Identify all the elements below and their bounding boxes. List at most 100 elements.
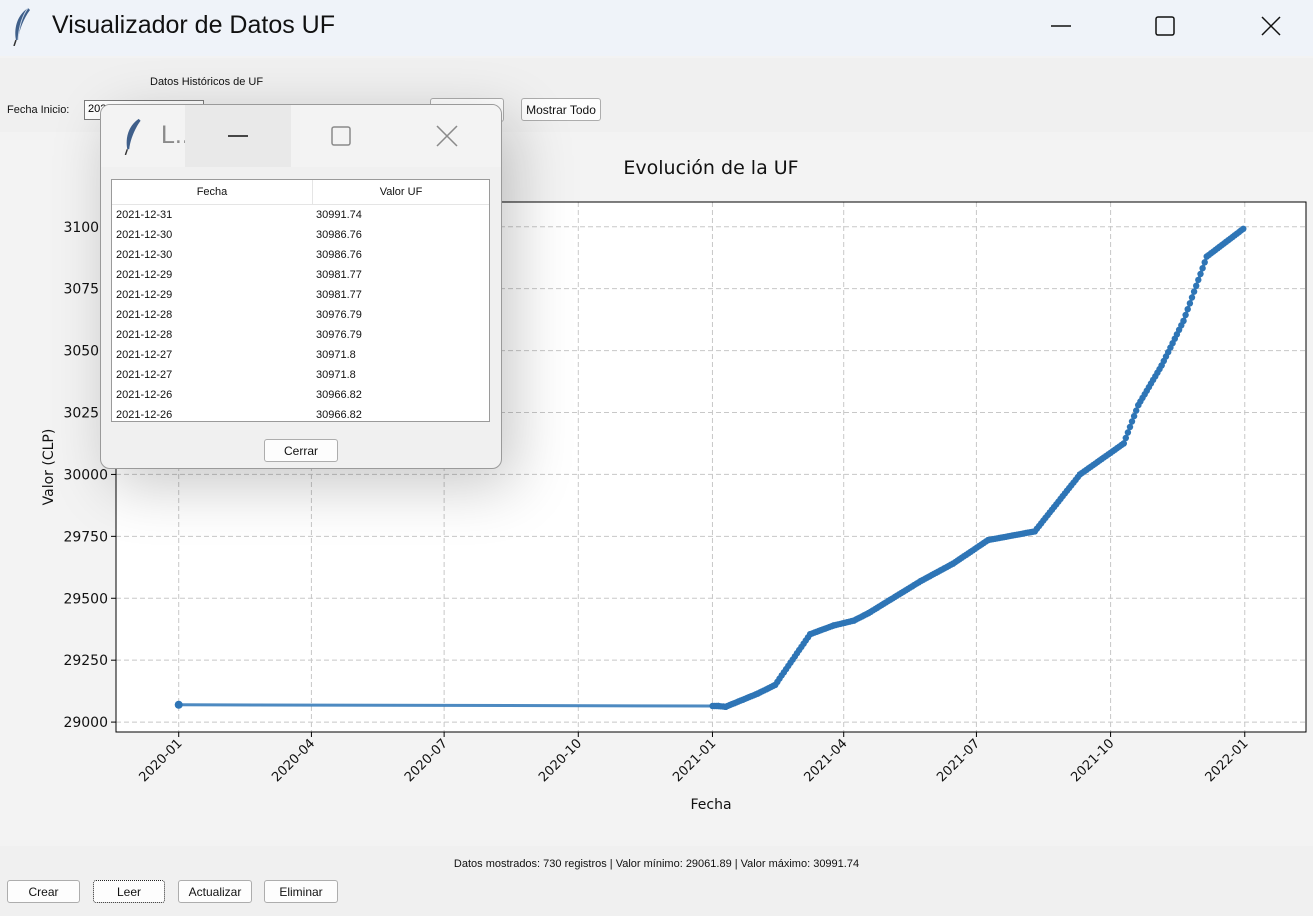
x-tick-label: 2021-04 — [802, 736, 851, 785]
data-point — [1126, 423, 1134, 431]
table-row[interactable]: 2021-12-29 30981.77 — [112, 285, 489, 305]
cell-fecha: 2021-12-26 — [116, 409, 173, 421]
data-point — [1124, 429, 1132, 436]
y-tick-label: 29500 — [63, 591, 108, 607]
cell-valor: 30971.8 — [316, 349, 356, 361]
table-row[interactable]: 2021-12-30 30986.76 — [112, 225, 489, 245]
cell-valor: 30966.82 — [316, 389, 362, 401]
data-point — [1133, 407, 1140, 414]
cell-fecha: 2021-12-29 — [116, 289, 173, 301]
maximize-icon — [331, 126, 351, 146]
y-axis-label: Valor (CLP) — [41, 429, 57, 506]
data-summary: Datos mostrados: 730 registros | Valor m… — [453, 858, 860, 870]
data-point — [1197, 270, 1204, 278]
minimize-icon — [1051, 25, 1071, 27]
cell-valor: 30976.79 — [316, 329, 362, 341]
table-row[interactable]: 2021-12-27 30971.8 — [112, 345, 489, 365]
popup-maximize-button[interactable] — [291, 105, 391, 167]
chart-title: Evolución de la UF — [623, 157, 798, 179]
section-label: Datos Históricos de UF — [150, 76, 264, 88]
x-axis-label: Fecha — [690, 797, 731, 813]
cell-valor: 30981.77 — [316, 269, 362, 281]
start-date-label: Fecha Inicio: — [7, 104, 70, 116]
data-point — [1199, 265, 1206, 272]
feather-icon — [124, 118, 141, 155]
cell-valor: 30991.74 — [316, 209, 362, 221]
close-icon — [436, 125, 458, 147]
y-tick-label: 30750 — [63, 282, 108, 298]
cell-fecha: 2021-12-27 — [116, 369, 173, 381]
minimize-icon — [228, 135, 248, 137]
close-popup-button[interactable]: Cerrar — [264, 439, 338, 462]
data-point — [1128, 418, 1136, 425]
cell-valor: 30981.77 — [316, 289, 362, 301]
data-point — [1201, 259, 1208, 266]
y-tick-label: 29750 — [63, 529, 108, 545]
x-tick-label: 2021-01 — [670, 736, 719, 785]
data-point — [1193, 282, 1200, 289]
feather-icon — [13, 7, 30, 46]
cell-fecha: 2021-12-26 — [116, 389, 173, 401]
popup-minimize-button[interactable] — [185, 105, 291, 167]
y-tick-label: 30000 — [63, 467, 108, 483]
data-point — [1120, 440, 1127, 447]
table-row[interactable]: 2021-12-26 30966.82 — [112, 385, 489, 405]
y-tick-label: 30250 — [63, 406, 108, 422]
table-row[interactable]: 2021-12-28 30976.79 — [112, 325, 489, 345]
y-tick-label: 29250 — [63, 653, 108, 669]
read-button[interactable]: Leer — [93, 880, 165, 903]
data-point — [1240, 225, 1247, 232]
data-point — [1190, 288, 1198, 295]
status-bar: Datos mostrados: 730 registros | Valor m… — [0, 846, 1313, 916]
cell-valor: 30966.82 — [316, 409, 362, 421]
cell-valor: 30971.8 — [316, 369, 356, 381]
delete-button[interactable]: Eliminar — [264, 880, 338, 903]
x-tick-label: 2021-07 — [934, 736, 983, 785]
cell-fecha: 2021-12-27 — [116, 349, 173, 361]
data-point — [1182, 311, 1189, 319]
y-tick-label: 30500 — [63, 344, 108, 360]
popup-title-bar: L... — [101, 105, 501, 167]
data-point — [1180, 317, 1187, 325]
table-header: Fecha Valor UF — [112, 180, 489, 205]
cell-valor: 30986.76 — [316, 249, 362, 261]
x-tick-label: 2020-10 — [536, 736, 585, 785]
window-title: Visualizador de Datos UF — [52, 11, 336, 39]
column-header-fecha[interactable]: Fecha — [112, 180, 313, 204]
data-point — [1195, 276, 1202, 284]
data-point — [1130, 412, 1138, 420]
cell-valor: 30976.79 — [316, 309, 362, 321]
maximize-icon — [1155, 16, 1175, 36]
cell-fecha: 2021-12-30 — [116, 249, 173, 261]
data-point — [1188, 294, 1196, 301]
minimize-button[interactable] — [1008, 0, 1114, 52]
show-all-button[interactable]: Mostrar Todo — [521, 98, 601, 121]
data-point — [1184, 306, 1191, 313]
maximize-button[interactable] — [1112, 0, 1218, 52]
x-tick-label: 2020-07 — [402, 736, 451, 785]
close-window-button[interactable] — [1218, 0, 1313, 52]
cell-fecha: 2021-12-31 — [116, 209, 173, 221]
data-point — [1122, 434, 1130, 442]
title-bar: Visualizador de Datos UF — [0, 0, 1313, 56]
table-row[interactable]: 2021-12-30 30986.76 — [112, 245, 489, 265]
create-button[interactable]: Crear — [7, 880, 80, 903]
records-table[interactable]: Fecha Valor UF 2021-12-31 30991.74 2021-12… — [111, 179, 490, 422]
table-row[interactable]: 2021-12-28 30976.79 — [112, 305, 489, 325]
data-point — [174, 700, 183, 709]
data-point — [1186, 300, 1194, 307]
x-tick-label: 2020-01 — [137, 736, 186, 785]
update-button[interactable]: Actualizar — [178, 880, 252, 903]
table-row[interactable]: 2021-12-31 30991.74 — [112, 205, 489, 225]
close-icon — [1261, 16, 1281, 36]
cell-fecha: 2021-12-29 — [116, 269, 173, 281]
cell-fecha: 2021-12-28 — [116, 329, 173, 341]
column-header-valor[interactable]: Valor UF — [379, 186, 423, 198]
x-tick-label: 2021-10 — [1068, 736, 1117, 785]
cell-valor: 30986.76 — [316, 229, 362, 241]
cell-fecha: 2021-12-28 — [116, 309, 173, 321]
popup-close-button[interactable] — [397, 105, 497, 167]
table-row[interactable]: 2021-12-27 30971.8 — [112, 365, 489, 385]
table-row[interactable]: 2021-12-26 30966.82 — [112, 405, 489, 421]
table-row[interactable]: 2021-12-29 30981.77 — [112, 265, 489, 285]
